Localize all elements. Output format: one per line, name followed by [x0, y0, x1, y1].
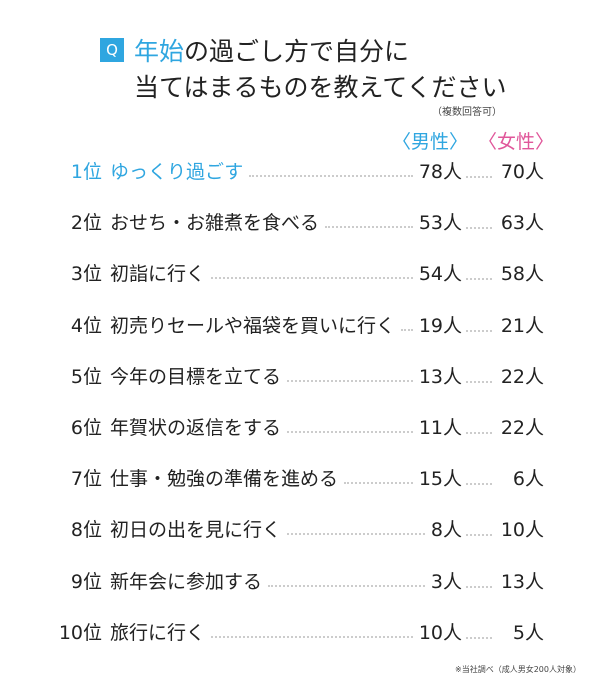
item-cell: 仕事・勉強の準備を進める 15人	[110, 464, 462, 494]
female-count: 70人	[500, 161, 544, 183]
male-count: 3人	[430, 570, 462, 593]
female-header: 〈女性〉	[478, 131, 555, 153]
title-line1: 年始の過ごし方で自分に	[134, 32, 409, 68]
table-row: 2位 おせち・お雑煮を食べる 53人 63人	[0, 208, 600, 238]
item-cell: ゆっくり過ごす 78人	[110, 157, 462, 187]
leader	[287, 413, 413, 433]
note: （複数回答可）	[432, 107, 502, 118]
leader	[325, 208, 413, 229]
male-header: 〈男性〉	[392, 131, 469, 153]
female-count: 6人	[512, 468, 544, 491]
item-cell: 初詣に行く 54人	[110, 259, 462, 289]
title-line2: 当てはまるものを教えてください	[134, 73, 507, 102]
title-text: の過ごし方で自分に	[184, 37, 410, 66]
table-row: 10位 旅行に行く 10人 5人	[0, 618, 600, 648]
item-cell: おせち・お雑煮を食べる 53人	[110, 208, 462, 238]
table-row: 1位 ゆっくり過ごす 78人 70人	[0, 157, 600, 187]
rank: 5位	[70, 365, 102, 388]
leader	[401, 311, 413, 331]
table-row: 3位 初詣に行く 54人 58人	[0, 259, 600, 289]
leader	[344, 464, 413, 485]
female-count: 10人	[500, 519, 544, 542]
male-count: 8人	[430, 519, 462, 542]
leader	[466, 567, 492, 588]
female-count: 21人	[500, 314, 544, 337]
leader	[466, 362, 492, 383]
male-count: 11人	[418, 417, 462, 439]
item-cell: 今年の目標を立てる 13人	[110, 362, 462, 392]
leader	[211, 259, 413, 280]
rank: 1位	[70, 161, 102, 183]
item-cell: 年賀状の返信をする 11人	[110, 413, 462, 443]
item: 新年会に参加する	[110, 570, 263, 593]
leader	[466, 208, 492, 230]
female-count: 63人	[500, 212, 544, 235]
leader	[466, 157, 492, 178]
item: 仕事・勉強の準備を進める	[110, 468, 339, 491]
leader	[466, 259, 492, 281]
leader	[249, 157, 413, 177]
male-count: 15人	[418, 468, 462, 491]
female-count: 22人	[500, 365, 544, 388]
item: ゆっくり過ごす	[110, 161, 244, 183]
item: 初売りセールや福袋を買いに行く	[110, 314, 396, 337]
rank: 7位	[70, 468, 102, 491]
male-count: 54人	[418, 263, 462, 286]
female-count: 22人	[500, 417, 544, 439]
table-row: 9位 新年会に参加する 3人 13人	[0, 567, 600, 597]
rank: 3位	[70, 263, 102, 286]
item: 年賀状の返信をする	[110, 417, 282, 439]
rank: 10位	[58, 621, 102, 644]
q-badge: Q	[100, 38, 124, 62]
rank: 8位	[70, 519, 102, 542]
table-row: 6位 年賀状の返信をする 11人 22人	[0, 413, 600, 443]
rank: 4位	[70, 314, 102, 337]
item: 今年の目標を立てる	[110, 365, 282, 388]
item: おせち・お雑煮を食べる	[110, 212, 320, 235]
table-row: 5位 今年の目標を立てる 13人 22人	[0, 362, 600, 392]
leader	[466, 618, 492, 639]
leader	[466, 515, 492, 537]
rank: 9位	[70, 570, 102, 593]
male-count: 13人	[418, 365, 462, 388]
item: 初詣に行く	[110, 263, 206, 286]
footer: ※当社調べ（成人男女200人対象）	[455, 665, 581, 674]
leader	[466, 311, 492, 332]
male-count: 53人	[418, 212, 462, 235]
male-count: 19人	[418, 314, 462, 337]
female-count: 13人	[500, 570, 544, 593]
male-count: 78人	[418, 161, 462, 183]
item-cell: 初売りセールや福袋を買いに行く 19人	[110, 311, 462, 341]
female-count: 58人	[500, 263, 544, 286]
rank: 2位	[70, 212, 102, 235]
table-row: 7位 仕事・勉強の準備を進める 15人 6人	[0, 464, 600, 494]
item-cell: 新年会に参加する 3人	[110, 567, 462, 597]
leader	[466, 413, 492, 434]
item: 旅行に行く	[110, 621, 206, 644]
leader	[287, 515, 425, 536]
female-count: 5人	[512, 621, 544, 644]
leader	[211, 618, 413, 638]
leader	[466, 464, 492, 486]
rank: 6位	[70, 417, 102, 439]
table-row: 8位 初日の出を見に行く 8人 10人	[0, 515, 600, 545]
title-highlight: 年始	[134, 37, 185, 66]
item-cell: 初日の出を見に行く 8人	[110, 515, 462, 545]
leader	[287, 362, 413, 382]
table-row: 4位 初売りセールや福袋を買いに行く 19人 21人	[0, 311, 600, 341]
item-cell: 旅行に行く 10人	[110, 618, 462, 648]
item: 初日の出を見に行く	[110, 519, 282, 542]
male-count: 10人	[418, 621, 462, 644]
leader	[268, 567, 425, 587]
